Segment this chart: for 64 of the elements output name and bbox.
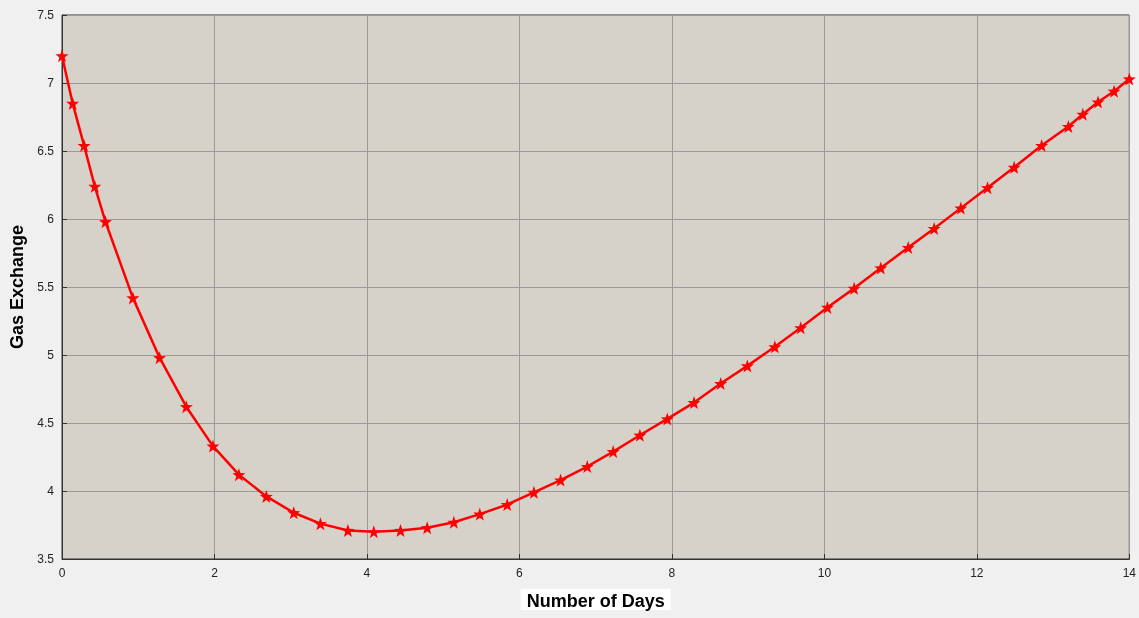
point (954, 201, 968, 215)
point (393, 523, 407, 537)
point (847, 281, 861, 295)
point (981, 181, 995, 195)
y-tick-label: 4 (47, 484, 55, 498)
point (527, 485, 541, 499)
point (447, 515, 461, 529)
point (66, 96, 80, 110)
point (580, 460, 594, 474)
y-tick-label: 5.5 (37, 280, 55, 294)
x-tick-label: 0 (58, 566, 66, 580)
y-axis-title: Gas Exchange (7, 224, 27, 350)
point (287, 506, 301, 520)
point (473, 507, 487, 521)
point (500, 498, 514, 512)
point (660, 412, 674, 426)
point (206, 439, 220, 453)
y-tick-label: 6 (47, 212, 55, 226)
point (55, 49, 69, 63)
point (341, 523, 355, 537)
point (1061, 120, 1075, 134)
y-tick-label: 5 (47, 348, 55, 362)
x-tick-label: 12 (970, 566, 984, 580)
y-tick-label: 7 (47, 76, 55, 90)
point (633, 428, 647, 442)
x-tick-label: 8 (668, 566, 676, 580)
point (1007, 160, 1021, 174)
point (874, 261, 888, 275)
x-tick-label: 10 (817, 566, 832, 580)
point (927, 222, 941, 236)
x-tick-label: 14 (1122, 566, 1137, 580)
point (1091, 95, 1105, 109)
point (740, 359, 754, 373)
point (259, 489, 273, 503)
x-axis-title: Number of Days (526, 591, 665, 611)
point (153, 351, 167, 365)
point (820, 300, 834, 314)
point (313, 517, 327, 531)
y-tick-label: 4.5 (37, 416, 55, 430)
point (232, 468, 246, 482)
y-tick-label: 6.5 (37, 144, 55, 158)
point (179, 400, 193, 414)
point (420, 521, 434, 535)
point (1076, 107, 1090, 121)
point (126, 291, 140, 305)
point (901, 241, 915, 255)
y-tick-label: 3.5 (37, 552, 55, 566)
point (606, 445, 620, 459)
y-tick-label: 7.5 (37, 8, 55, 22)
point (367, 525, 381, 539)
point (1107, 84, 1121, 98)
point (98, 215, 112, 229)
x-tick-label: 6 (516, 566, 524, 580)
point (554, 473, 568, 487)
point (794, 321, 808, 335)
point (77, 139, 91, 153)
x-tick-label: 4 (363, 566, 371, 580)
point (714, 377, 728, 391)
x-tick-label: 2 (211, 566, 219, 580)
point (687, 396, 701, 410)
point (1035, 139, 1049, 153)
point (88, 179, 102, 193)
point (768, 340, 782, 354)
point (1122, 72, 1136, 86)
